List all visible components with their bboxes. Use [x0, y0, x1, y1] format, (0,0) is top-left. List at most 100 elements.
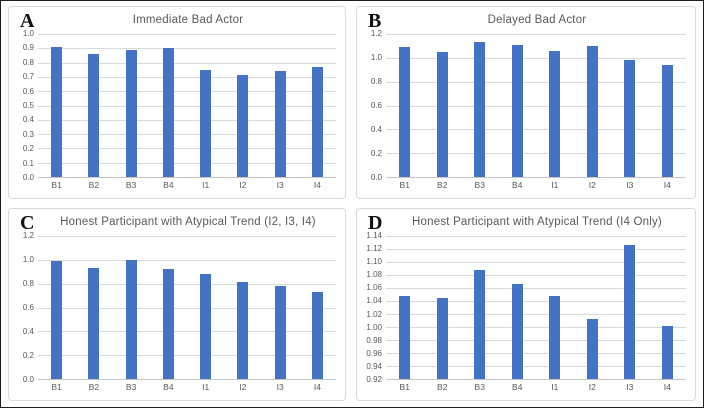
gridline [38, 331, 336, 333]
y-tick-label: 1.10 [366, 257, 382, 267]
x-tick-label-I2: I2 [588, 382, 596, 393]
bar-B3 [125, 49, 137, 177]
bar-slot-B4 [499, 236, 537, 379]
gridline [386, 57, 686, 59]
bar-B2 [436, 51, 448, 177]
bar-slot-I3 [611, 34, 649, 177]
x-tick-label-I4: I4 [313, 180, 321, 191]
gridline [386, 34, 686, 35]
y-tick-label: 1.12 [366, 244, 382, 254]
gridline [386, 340, 686, 341]
gridline [386, 288, 686, 289]
chart-title-c: Honest Participant with Atypical Trend (… [60, 216, 316, 228]
bar-slot-I1 [187, 236, 224, 379]
y-tick-label: 1.2 [370, 29, 382, 38]
x-tick-label-B3: B3 [125, 180, 137, 191]
gridline [386, 301, 686, 302]
bar-B1 [399, 47, 411, 177]
y-tick-label: 0.0 [22, 173, 34, 182]
bar-slot-B3 [113, 236, 150, 379]
bar-I4 [661, 325, 673, 379]
x-tick-label-I2: I2 [588, 180, 596, 191]
bar-slot-I1 [536, 34, 574, 177]
gridline [38, 283, 336, 285]
bar-chart-a: 0.0 0.1 0.2 0.3 0.4 0.5 0.6 0.7 0.8 0.9 1.0 B1 B2 B3 B… [13, 30, 336, 193]
chart-panel-b: B Delayed Bad Actor 0.0 0.2 0.4 0.6 0.8 1.0 1.… [356, 6, 696, 199]
gridline [38, 236, 336, 237]
y-tick-label: 0.9 [22, 43, 34, 53]
x-tick-label-B2: B2 [437, 180, 448, 191]
x-tick-label-B4: B4 [163, 382, 174, 393]
x-tick-label-B2: B2 [88, 382, 100, 393]
bar-I2 [586, 45, 598, 177]
x-tick-label-I1: I1 [551, 382, 559, 393]
y-tick-label: 1.14 [366, 231, 382, 240]
y-tick-label: 0.2 [370, 149, 382, 158]
y-tick-label: 0.92 [366, 375, 382, 384]
gridline [386, 262, 686, 263]
y-tick-label: 0.6 [22, 86, 34, 96]
chart-panel-c: C Honest Participant with Atypical Trend… [8, 208, 346, 401]
gridline [386, 366, 686, 367]
y-tick-label: 0.6 [370, 101, 382, 110]
bar-I4 [661, 64, 673, 177]
x-tick-label-B1: B1 [399, 382, 410, 393]
bar-B4 [511, 284, 523, 379]
bars-container [386, 236, 686, 379]
x-tick-label-B2: B2 [437, 382, 448, 393]
bar-I3 [624, 245, 636, 379]
bar-I3 [624, 60, 636, 177]
bar-slot-B2 [424, 34, 462, 177]
x-axis: B1 B2 B3 B4 I1 I2 I3 I4 [386, 380, 686, 395]
y-tick-label: 0.4 [22, 327, 34, 336]
bar-slot-B1 [386, 34, 424, 177]
bars-container [38, 236, 336, 379]
y-tick-label: 0.0 [370, 173, 382, 182]
y-tick-label: 1.0 [22, 255, 34, 264]
bar-slot-B2 [75, 236, 112, 379]
x-axis: B1 B2 B3 B4 I1 I2 I3 I4 [38, 178, 336, 193]
bar-chart-c: 0.0 0.2 0.4 0.6 0.8 1.0 1.2 B1 B2 B3 B4 I1 I2 I3 I4 [13, 232, 336, 395]
y-tick-label: 0.8 [370, 77, 382, 86]
bar-B4 [511, 44, 523, 177]
bar-slot-B2 [424, 236, 462, 379]
x-tick-label-B3: B3 [125, 382, 137, 393]
y-tick-label: 0.7 [22, 72, 34, 82]
bar-B2 [436, 298, 448, 379]
panel-letter-a: A [20, 10, 35, 32]
y-tick-label: 0.94 [366, 361, 382, 371]
x-tick-label-B4: B4 [512, 382, 523, 393]
x-tick-label-B2: B2 [88, 180, 100, 191]
bar-slot-B3 [113, 34, 150, 177]
y-tick-label: 0.98 [366, 335, 382, 345]
x-tick-label-I3: I3 [626, 180, 634, 191]
gridline [38, 148, 336, 150]
panel-letter-c: C [20, 212, 35, 234]
bar-I2 [237, 282, 249, 379]
chart-panel-a: A Immediate Bad Actor 0.0 0.1 0.2 0.3 0.4 0.5… [8, 6, 346, 199]
bar-B4 [162, 269, 174, 379]
y-tick-label: 1.0 [370, 53, 382, 62]
bar-I1 [200, 69, 212, 177]
gridline [386, 327, 686, 328]
x-tick-label-I1: I1 [551, 180, 559, 191]
bar-slot-B1 [38, 236, 75, 379]
x-tick-label-B3: B3 [474, 382, 485, 393]
bar-B3 [474, 269, 486, 379]
gridline [386, 129, 686, 131]
x-axis: B1 B2 B3 B4 I1 I2 I3 I4 [38, 380, 336, 395]
bar-B1 [51, 46, 63, 177]
y-tick-label: 1.0 [22, 29, 34, 38]
bar-B3 [125, 259, 137, 379]
y-axis: 0.0 0.2 0.4 0.6 0.8 1.0 1.2 [13, 232, 38, 384]
bar-slot-I2 [574, 34, 612, 177]
gridline [38, 119, 336, 121]
y-tick-label: 0.6 [22, 303, 34, 312]
bar-I3 [274, 286, 286, 379]
gridline [386, 275, 686, 276]
bar-B3 [474, 42, 486, 177]
plot-area [38, 34, 336, 178]
y-axis: 0.0 0.1 0.2 0.3 0.4 0.5 0.6 0.7 0.8 0.9 1.0 [13, 30, 38, 182]
chart-panel-d: D Honest Participant with Atypical Trend… [356, 208, 696, 401]
